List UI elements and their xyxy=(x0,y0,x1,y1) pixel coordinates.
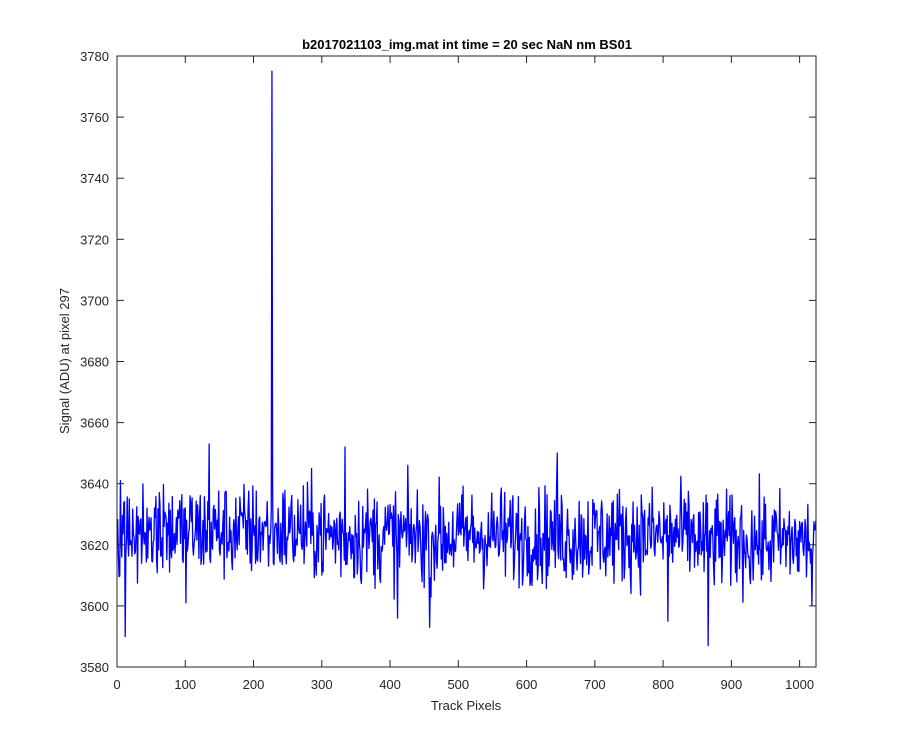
chart-title: b2017021103_img.mat int time = 20 sec Na… xyxy=(302,37,632,52)
x-tick-label: 500 xyxy=(447,677,469,692)
y-tick-label: 3740 xyxy=(80,171,109,186)
x-tick-label: 1000 xyxy=(785,677,814,692)
y-tick-label: 3680 xyxy=(80,355,109,370)
y-axis-label: Signal (ADU) at pixel 297 xyxy=(57,288,72,434)
x-tick-label: 300 xyxy=(311,677,333,692)
x-tick-label: 0 xyxy=(113,677,120,692)
y-tick-label: 3780 xyxy=(80,49,109,64)
plot-area xyxy=(116,55,817,668)
x-axis: 0 100 200 300 400 500 600 700 800 900 1000 xyxy=(113,56,814,692)
x-tick-label: 600 xyxy=(516,677,538,692)
x-tick-label: 800 xyxy=(652,677,674,692)
y-tick-label: 3600 xyxy=(80,599,109,614)
x-tick-label: 400 xyxy=(379,677,401,692)
axes-background xyxy=(117,56,816,667)
x-tick-label: 900 xyxy=(721,677,743,692)
y-tick-label: 3700 xyxy=(80,293,109,308)
y-tick-label: 3580 xyxy=(80,660,109,675)
signal-series-line xyxy=(117,70,817,647)
x-axis-label: Track Pixels xyxy=(431,698,502,713)
x-tick-label: 200 xyxy=(243,677,265,692)
y-tick-label: 3760 xyxy=(80,110,109,125)
x-tick-label: 100 xyxy=(174,677,196,692)
y-tick-label: 3640 xyxy=(80,477,109,492)
x-tick-label: 700 xyxy=(584,677,606,692)
y-tick-label: 3660 xyxy=(80,416,109,431)
y-tick-label: 3620 xyxy=(80,538,109,553)
y-axis: 3580 3600 3620 3640 3660 3680 3700 3720 3740 3760… xyxy=(80,49,816,675)
y-tick-label: 3720 xyxy=(80,232,109,247)
